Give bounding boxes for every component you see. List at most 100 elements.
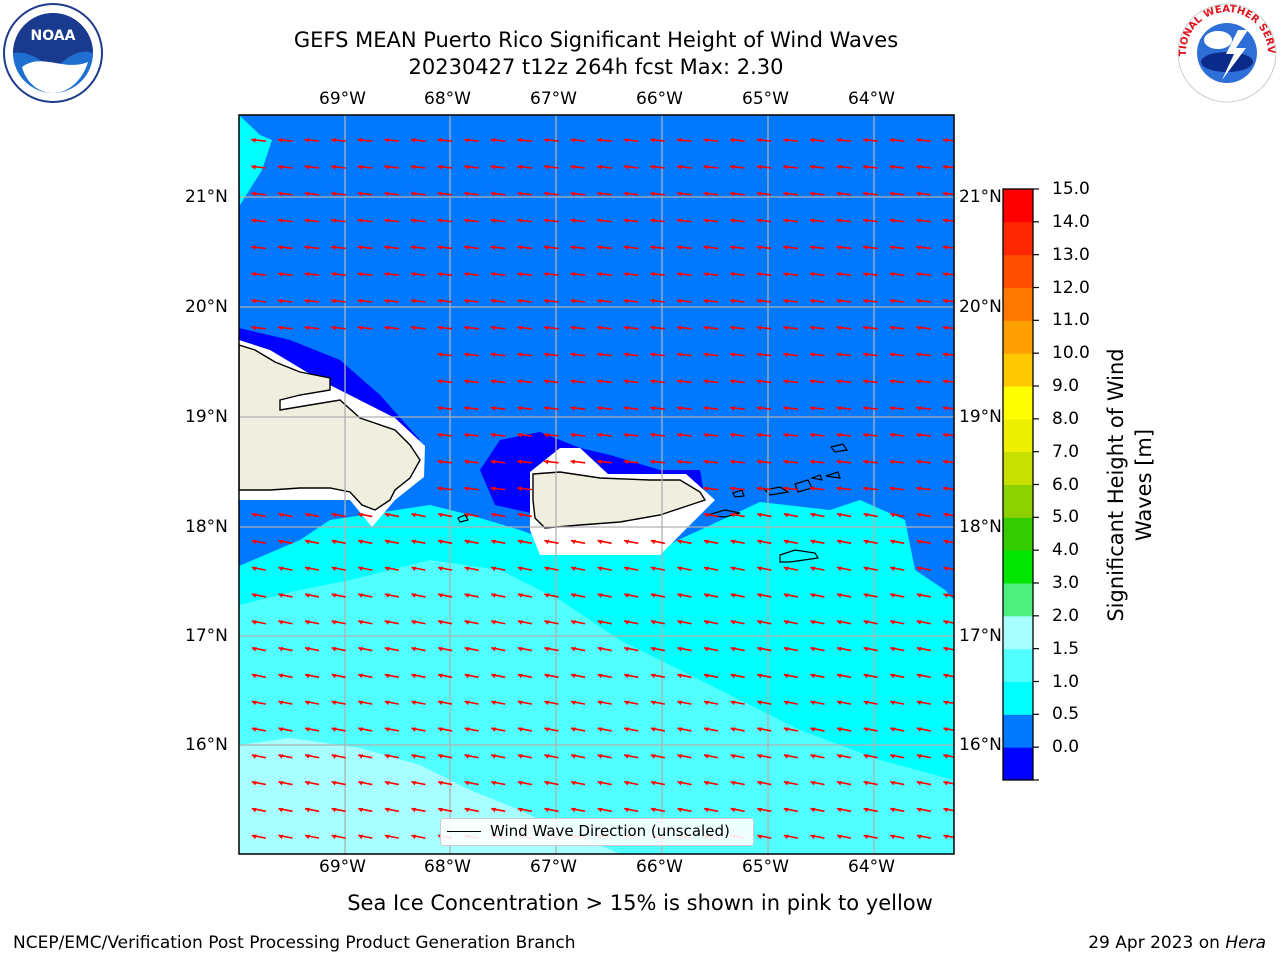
wave-direction-arrowhead: [490, 245, 496, 250]
lon-tick-bottom-65w: 65°W: [742, 857, 789, 877]
wave-direction-arrowhead: [836, 218, 842, 224]
wave-direction-arrowhead: [278, 834, 284, 840]
wave-direction-arrowhead: [783, 647, 789, 652]
wave-direction-arrowhead: [437, 727, 443, 732]
wave-direction-arrowhead: [358, 754, 364, 759]
wave-direction-arrowhead: [676, 191, 682, 197]
wave-direction-arrowhead: [437, 352, 443, 358]
wave-direction-arrowhead: [783, 754, 789, 759]
wave-direction-arrowhead: [437, 298, 443, 304]
wave-direction-arrowhead: [597, 164, 602, 170]
wave-direction-arrowhead: [916, 513, 922, 518]
wave-direction-arrowhead: [251, 700, 257, 706]
wave-direction-arrowhead: [304, 245, 310, 250]
wave-direction-arrowhead: [783, 272, 789, 277]
wave-direction-arrowhead: [570, 298, 576, 304]
wave-direction-arrowhead: [437, 191, 443, 197]
wave-direction-arrowhead: [890, 781, 896, 786]
wave-direction-arrowhead: [490, 379, 496, 384]
wave-direction-arrowhead: [943, 647, 949, 652]
wave-direction-arrowhead: [836, 754, 842, 759]
wave-direction-arrowhead: [756, 191, 762, 197]
wave-direction-arrowhead: [676, 245, 682, 250]
wave-direction-arrowhead: [703, 352, 709, 358]
wave-direction-arrowhead: [331, 191, 336, 197]
wave-direction-arrowhead: [410, 138, 416, 143]
colorbar-tick-label: 13.0: [1052, 244, 1090, 265]
wave-direction-arrowhead: [304, 647, 310, 652]
wave-direction-arrowhead: [384, 164, 390, 170]
wave-direction-arrowhead: [650, 245, 656, 250]
wave-direction-arrowhead: [437, 486, 443, 492]
wave-direction-arrowhead: [384, 807, 390, 813]
wave-direction-arrowhead: [384, 754, 390, 759]
wave-direction-arrowhead: [491, 647, 497, 652]
wave-direction-arrowhead: [358, 513, 364, 518]
wave-direction-arrowhead: [650, 593, 656, 598]
wave-direction-arrowhead: [517, 700, 523, 706]
wave-direction-arrowhead: [410, 325, 416, 331]
colorbar-segment: [1003, 320, 1033, 354]
wave-direction-arrowhead: [624, 593, 630, 598]
wave-direction-arrowhead: [517, 513, 523, 518]
wave-direction-arrowhead: [942, 164, 948, 170]
wave-direction-arrowhead: [676, 379, 682, 384]
wave-direction-arrowhead: [464, 325, 469, 331]
wave-direction-arrowhead: [889, 432, 895, 438]
wave-direction-arrowhead: [331, 673, 337, 679]
wave-direction-arrowhead: [836, 406, 842, 411]
wave-direction-arrowhead: [703, 459, 709, 465]
colorbar-tick-label: 1.0: [1052, 671, 1080, 692]
wave-direction-arrowhead: [251, 781, 257, 786]
colorbar-tick-label: 11.0: [1052, 310, 1090, 331]
colorbar-tick-label: 3.0: [1052, 573, 1080, 593]
wave-direction-arrowhead: [756, 406, 762, 411]
wave-direction-arrowhead: [677, 807, 683, 813]
wave-direction-arrowhead: [836, 620, 842, 625]
wave-direction-arrowhead: [757, 513, 763, 518]
wave-direction-arrowhead: [809, 272, 815, 277]
wave-direction-arrowhead: [597, 566, 603, 572]
wave-direction-arrowhead: [836, 138, 842, 143]
wave-direction-arrowhead: [730, 673, 736, 679]
wave-direction-arrowhead: [358, 807, 364, 813]
wave-direction-arrowhead: [889, 459, 895, 465]
wave-direction-arrowhead: [490, 352, 496, 358]
wave-direction-arrowhead: [943, 727, 949, 732]
wave-direction-arrowhead: [384, 700, 390, 706]
wave-direction-arrowhead: [437, 620, 443, 625]
wave-direction-arrowhead: [836, 245, 842, 250]
wave-direction-arrowhead: [836, 834, 842, 840]
wave-direction-arrowhead: [650, 754, 656, 759]
wave-direction-arrowhead: [916, 218, 922, 224]
lon-tick-top-68w: 68°W: [424, 89, 471, 109]
wave-direction-arrowhead: [942, 325, 948, 331]
wave-direction-arrowhead: [889, 352, 895, 358]
wave-direction-arrowhead: [331, 218, 336, 224]
wave-direction-arrowhead: [331, 539, 337, 545]
footer-date-text: 29 Apr 2023 on: [1088, 933, 1226, 953]
wave-direction-arrowhead: [624, 781, 630, 786]
wave-direction-arrowhead: [650, 781, 656, 786]
wave-direction-arrowhead: [809, 245, 815, 250]
wave-direction-arrowhead: [331, 164, 336, 170]
wave-direction-arrowhead: [464, 620, 470, 625]
wave-direction-arrowhead: [331, 513, 337, 518]
wave-direction-arrowhead: [544, 593, 550, 598]
wave-direction-arrowhead: [730, 807, 736, 813]
wave-direction-arrowhead: [836, 459, 842, 465]
wave-direction-arrowhead: [464, 647, 470, 652]
wave-direction-arrowhead: [810, 673, 816, 679]
wave-direction-arrowhead: [597, 138, 602, 143]
wave-direction-arrowhead: [889, 218, 895, 224]
wave-direction-arrowhead: [703, 432, 709, 438]
wave-direction-arrowhead: [517, 539, 523, 545]
wave-direction-arrowhead: [277, 298, 283, 304]
wave-direction-arrowhead: [703, 593, 709, 598]
wave-direction-arrowhead: [836, 513, 842, 518]
wave-direction-arrowhead: [783, 834, 789, 840]
wave-direction-arrowhead: [277, 191, 283, 197]
wave-direction-arrowhead: [730, 620, 736, 625]
wave-direction-arrowhead: [863, 513, 869, 518]
wave-direction-arrowhead: [757, 539, 763, 545]
